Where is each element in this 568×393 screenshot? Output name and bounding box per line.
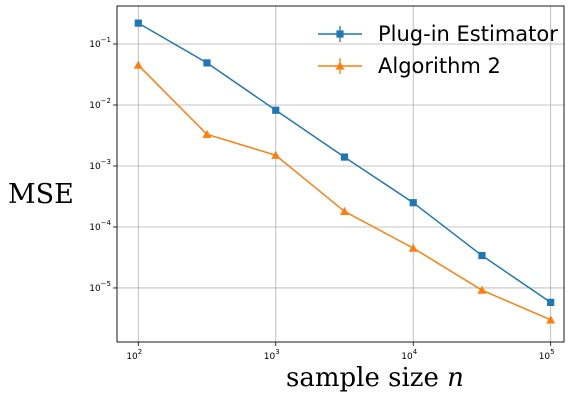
y-tick-label-exponent: −1 [101, 36, 111, 44]
triangle-marker [477, 285, 487, 294]
square-marker [203, 59, 211, 67]
legend-triangle-marker [335, 61, 345, 70]
y-tick-label: 10−4 [89, 219, 111, 233]
square-marker [340, 153, 349, 161]
x-tick-label-base: 10 [539, 352, 551, 362]
series-layer [133, 19, 556, 324]
y-tick-label: 10−1 [89, 36, 111, 50]
x-tick-label-base: 10 [126, 352, 138, 362]
y-tick-label-exponent: −4 [101, 219, 112, 227]
x-tick-label-exponent: 2 [138, 348, 142, 356]
x-tick-label-exponent: 4 [413, 348, 418, 356]
plot-frame [116, 5, 565, 343]
y-tick-label-base: 10 [89, 284, 101, 294]
legend-label: Plug-in Estimator [378, 22, 558, 46]
y-tick-label-base: 10 [89, 101, 101, 111]
square-marker [272, 106, 280, 114]
series-1 [134, 19, 555, 306]
x-tick-label-exponent: 3 [275, 348, 279, 356]
x-axis-label-variable: n [447, 363, 464, 393]
square-marker [134, 19, 142, 27]
legend: Plug-in Estimator Algorithm 2 [318, 22, 558, 78]
legend-square-marker [336, 30, 344, 38]
y-tick-label-base: 10 [89, 223, 101, 233]
legend-item-2: Algorithm 2 [318, 54, 501, 78]
x-tick-label: 102 [126, 348, 142, 362]
square-marker [409, 199, 417, 207]
y-tick-label: 10−3 [89, 158, 111, 172]
triangle-marker [202, 129, 212, 138]
triangle-marker [546, 315, 556, 324]
y-tick-label: 10−2 [89, 97, 111, 111]
square-marker [547, 298, 555, 306]
triangle-marker [271, 150, 281, 159]
y-axis-label: MSE [8, 179, 74, 210]
x-tick-label: 104 [401, 348, 417, 362]
y-tick-label-exponent: −2 [101, 97, 111, 105]
x-tick-label-base: 10 [264, 352, 276, 362]
series-2 [133, 60, 556, 324]
x-tick-label: 103 [264, 348, 280, 362]
x-tick-label-exponent: 5 [550, 348, 554, 356]
legend-item-1: Plug-in Estimator [318, 22, 558, 46]
y-tick-label-base: 10 [89, 162, 101, 172]
y-tick-label-base: 10 [89, 40, 101, 50]
series-line [137, 64, 551, 321]
legend-label: Algorithm 2 [378, 54, 501, 78]
y-tick-label: 10−5 [89, 280, 111, 294]
square-marker [478, 251, 486, 260]
grid [117, 6, 564, 342]
x-axis-label: sample size n [286, 363, 464, 393]
triangle-marker [339, 206, 349, 216]
x-axis-label-text: sample size [286, 363, 447, 393]
x-tick-label: 105 [539, 348, 555, 362]
triangle-marker [408, 243, 418, 252]
triangle-marker [133, 60, 143, 69]
y-tick-label-exponent: −5 [101, 280, 111, 288]
y-tick-label-exponent: −3 [101, 158, 111, 166]
x-tick-label-base: 10 [401, 352, 413, 362]
